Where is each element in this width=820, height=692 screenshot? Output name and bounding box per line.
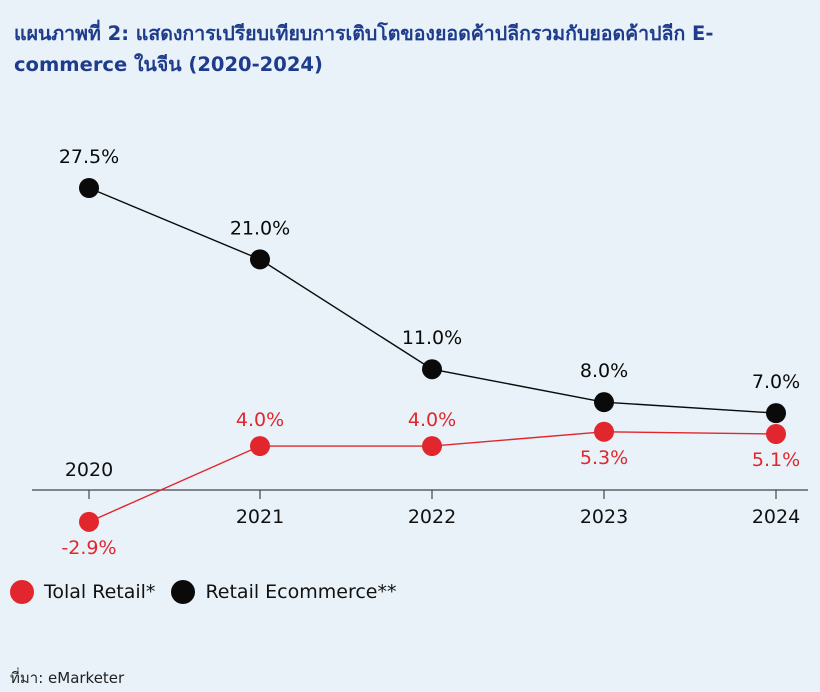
data-label: 4.0% — [236, 409, 284, 431]
data-label: 4.0% — [408, 409, 456, 431]
data-label: 5.1% — [752, 449, 800, 471]
legend-label-total-retail: Tolal Retail* — [44, 581, 156, 603]
data-point — [594, 421, 614, 442]
legend-item-retail-ecommerce: Retail Ecommerce** — [171, 580, 396, 604]
data-point — [766, 423, 786, 444]
data-point — [594, 392, 614, 413]
x-tick-label: 2022 — [408, 506, 456, 528]
retail-ecommerce-marker-icon — [171, 580, 196, 604]
series-points — [79, 178, 786, 532]
data-point — [422, 359, 442, 380]
source-note: ที่มา: eMarketer — [10, 669, 125, 687]
data-point — [766, 403, 786, 424]
data-point — [79, 511, 99, 532]
total-retail-marker-icon — [10, 580, 34, 604]
x-axis-ticks: 2020 2021 2022 2023 2024 — [65, 459, 800, 528]
data-point — [79, 178, 99, 198]
data-label: -2.9% — [61, 537, 116, 559]
x-tick-label: 2020 — [65, 459, 113, 481]
data-point — [250, 436, 270, 457]
data-label: 11.0% — [402, 327, 462, 349]
data-label: 7.0% — [752, 371, 800, 393]
data-label: 8.0% — [580, 360, 628, 382]
legend: Tolal Retail* Retail Ecommerce** — [10, 580, 412, 604]
series-lines — [88, 187, 777, 523]
data-label: 27.5% — [59, 146, 119, 168]
data-label: 21.0% — [230, 217, 290, 239]
legend-label-retail-ecommerce: Retail Ecommerce** — [205, 581, 397, 603]
x-tick-label: 2021 — [236, 506, 284, 528]
chart-title: แผนภาพที่ 2: แสดงการเปรียบเทียบการเติบโต… — [14, 22, 714, 76]
data-labels: -2.9% 4.0% 4.0% 5.3% 5.1% 27.5% 21.0% 11.0% 8.0%… — [59, 146, 800, 559]
data-point — [250, 249, 270, 270]
data-label: 5.3% — [580, 447, 628, 469]
legend-item-total-retail: Tolal Retail* — [10, 580, 155, 604]
x-tick-label: 2023 — [580, 506, 628, 528]
data-point — [422, 436, 442, 457]
series-line — [88, 187, 777, 414]
x-tick-label: 2024 — [752, 506, 800, 528]
